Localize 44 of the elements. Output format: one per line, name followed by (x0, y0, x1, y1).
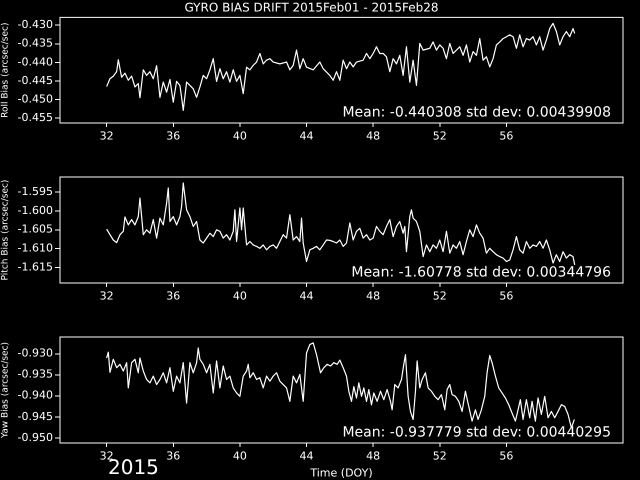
x-tick-label: 44 (300, 129, 314, 142)
y-tick-label: -0.445 (18, 74, 53, 87)
x-tick-label: 48 (366, 129, 380, 142)
x-tick-label: 48 (366, 449, 380, 462)
y-tick-label: -0.440 (18, 55, 53, 68)
y-axis-title: Yaw Bias (arcsec/sec) (0, 342, 11, 440)
x-tick-label: 32 (100, 129, 114, 142)
y-tick-label: -0.435 (18, 36, 53, 50)
x-tick-label: 40 (232, 289, 247, 302)
y-tick-label: -0.430 (18, 18, 53, 32)
x-tick-label: 44 (300, 289, 314, 302)
x-tick-label: 56 (499, 449, 514, 462)
annotation: Mean: -1.60778 std dev: 0.00344796 (351, 264, 612, 281)
y-axis-title: Pitch Bias (arcsec/sec) (0, 180, 11, 280)
y-tick-label: -1.615 (18, 260, 53, 274)
x-tick-label: 40 (232, 129, 247, 142)
annotation: Mean: -0.937779 std dev: 0.00440295 (342, 424, 611, 441)
x-tick-label: 56 (499, 129, 514, 142)
x-tick-label: 40 (232, 449, 247, 462)
y-axis-title: Roll Bias (arcsec/sec) (0, 22, 11, 118)
y-tick-label: -0.455 (18, 111, 53, 124)
x-tick-label: 52 (432, 289, 447, 302)
y-tick-label: -0.450 (18, 92, 53, 106)
x-tick-label: 36 (166, 449, 180, 462)
y-tick-label: -1.605 (18, 222, 53, 236)
y-tick-label: -0.930 (18, 346, 53, 360)
chart-title: GYRO BIAS DRIFT 2015Feb01 - 2015Feb28 (184, 0, 439, 14)
annotation: Mean: -0.440308 std dev: 0.00439908 (342, 104, 611, 121)
y-tick-label: -1.610 (18, 242, 53, 255)
y-tick-label: -0.950 (18, 430, 53, 444)
x-tick-label: 56 (499, 289, 514, 302)
x-tick-label: 32 (100, 289, 114, 302)
x-tick-label: 36 (166, 129, 180, 142)
y-tick-label: -1.600 (18, 204, 53, 217)
y-tick-label: -0.940 (18, 388, 53, 402)
x-tick-label: 52 (432, 129, 447, 142)
x-tick-label: 36 (166, 289, 180, 302)
x-tick-label: 44 (300, 449, 314, 462)
x-axis-title: Time (DOY) (309, 466, 373, 480)
y-tick-label: -1.595 (18, 184, 53, 198)
y-tick-label: -0.945 (18, 410, 53, 423)
y-tick-label: -0.935 (18, 368, 53, 381)
x-tick-label: 48 (366, 289, 380, 302)
x-tick-label: 52 (432, 449, 447, 462)
